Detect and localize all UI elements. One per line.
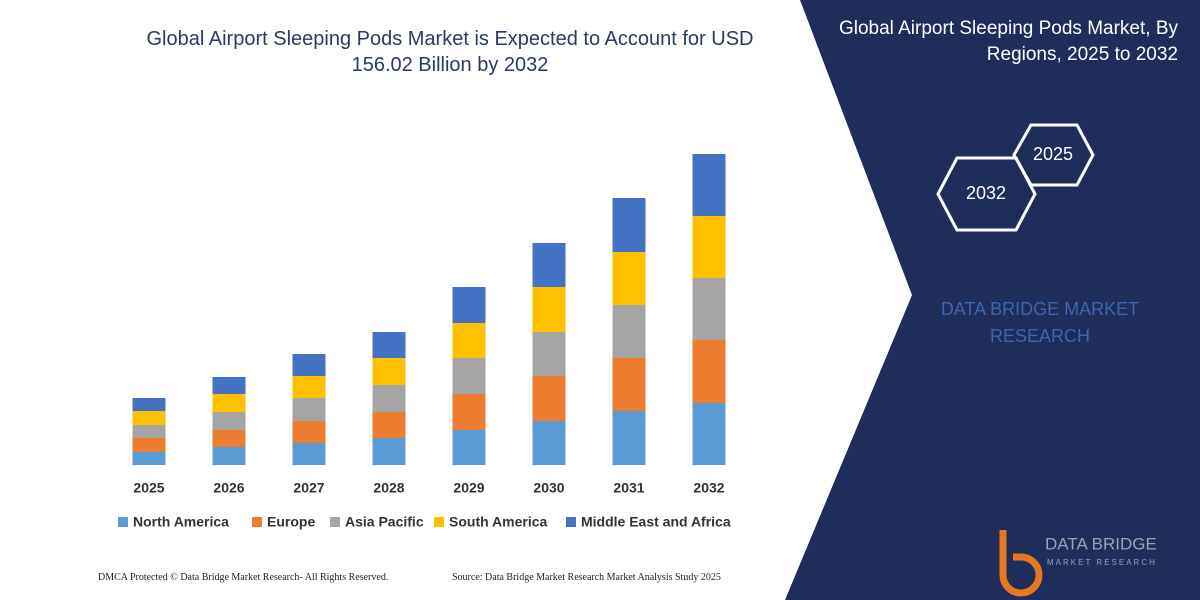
bar-segment <box>452 430 486 465</box>
legend-label: Europe <box>267 514 315 530</box>
bar-segment <box>612 252 646 305</box>
bar-segment <box>292 376 326 398</box>
hexagon <box>1012 123 1095 187</box>
bar-segment <box>372 412 406 438</box>
legend-swatch <box>434 517 444 527</box>
bar-segment <box>532 243 566 287</box>
bar-segment <box>292 421 326 443</box>
legend-swatch <box>252 517 262 527</box>
bar-segment <box>452 287 486 323</box>
bar-segment <box>612 305 646 358</box>
bar-segment <box>212 377 246 394</box>
bar-segment <box>132 425 166 438</box>
bar-segment <box>132 438 166 452</box>
legend-label: Asia Pacific <box>345 514 424 530</box>
brand-text: DATA BRIDGE MARKET RESEARCH <box>940 299 1140 346</box>
legend-swatch <box>118 517 128 527</box>
bar-segment <box>532 376 566 421</box>
bar-segment <box>292 354 326 376</box>
bar-segment <box>532 287 566 332</box>
bar-segment <box>452 323 486 358</box>
hexagon <box>936 156 1037 232</box>
bar-segment <box>292 398 326 421</box>
bar-segment <box>612 358 646 411</box>
bar-segment <box>212 430 246 447</box>
bar-segment <box>692 154 726 216</box>
bar-segment <box>212 394 246 412</box>
bar-segment <box>372 358 406 385</box>
logo-icon <box>999 530 1043 597</box>
bar-segment <box>532 332 566 376</box>
hexagon-label: 2025 <box>1033 144 1073 164</box>
bar-segment <box>372 385 406 412</box>
x-tick-label: 2029 <box>453 480 484 496</box>
logo-tagline: MARKET RESEARCH <box>1047 558 1157 567</box>
legend-swatch <box>566 517 576 527</box>
x-tick-label: 2030 <box>533 480 564 496</box>
bar-segment <box>212 447 246 465</box>
bar-segment <box>292 443 326 465</box>
bar-segment <box>132 398 166 411</box>
bar-segment <box>452 394 486 430</box>
side-panel <box>785 0 1200 600</box>
x-tick-label: 2031 <box>613 480 644 496</box>
bar-segment <box>372 438 406 465</box>
bar-segment <box>212 412 246 430</box>
bar-segment <box>532 421 566 465</box>
footer-source: Source: Data Bridge Market Research Mark… <box>452 572 721 583</box>
bar-segment <box>372 332 406 358</box>
bar-segment <box>132 411 166 425</box>
bar-segment <box>612 411 646 465</box>
bar-segment <box>692 403 726 465</box>
bar-segment <box>132 452 166 465</box>
bar-segment <box>452 358 486 394</box>
legend-label: South America <box>449 514 547 530</box>
x-tick-label: 2032 <box>693 480 724 496</box>
chart-title: Global Airport Sleeping Pods Market is E… <box>146 28 754 76</box>
x-tick-label: 2028 <box>373 480 404 496</box>
x-tick-label: 2025 <box>133 480 164 496</box>
bar-segment <box>692 278 726 340</box>
chart: 2025 2026 2027 2028 2029 2030 2031 2032 North Am… <box>118 154 731 530</box>
logo-name: DATA BRIDGE <box>1045 534 1157 553</box>
bar-segment <box>612 198 646 252</box>
x-tick-label: 2027 <box>293 480 324 496</box>
bar-segment <box>692 216 726 278</box>
legend-swatch <box>330 517 340 527</box>
bar-segment <box>692 340 726 403</box>
side-title: Global Airport Sleeping Pods Market, By … <box>838 18 1178 65</box>
footer-dmca: DMCA Protected © Data Bridge Market Rese… <box>98 572 389 583</box>
hexagon-label: 2032 <box>966 183 1006 203</box>
x-tick-label: 2026 <box>213 480 244 496</box>
legend-label: Middle East and Africa <box>581 514 731 530</box>
legend-label: North America <box>133 514 229 530</box>
